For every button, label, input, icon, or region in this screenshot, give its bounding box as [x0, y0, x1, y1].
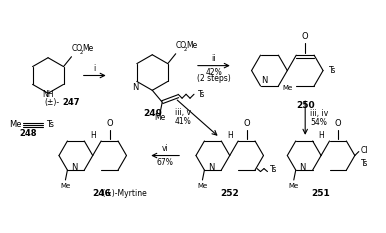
Text: 246: 246 — [93, 188, 112, 198]
Text: H: H — [90, 131, 96, 140]
Text: 249: 249 — [143, 109, 162, 117]
Text: Ts: Ts — [198, 90, 205, 99]
Text: Ts: Ts — [361, 159, 368, 168]
Text: H: H — [227, 131, 233, 140]
Text: Me: Me — [282, 85, 293, 91]
Text: Me: Me — [187, 41, 198, 50]
Text: 248: 248 — [19, 129, 37, 138]
Text: CO: CO — [176, 41, 187, 50]
Text: (±)-Myrtine: (±)-Myrtine — [100, 188, 146, 198]
Text: CO: CO — [71, 44, 83, 53]
Text: 54%: 54% — [310, 118, 327, 127]
Text: 251: 251 — [312, 188, 330, 198]
Text: H: H — [318, 131, 324, 140]
Text: (±)-: (±)- — [45, 98, 60, 107]
Text: Me: Me — [60, 183, 71, 189]
Text: 2: 2 — [184, 47, 187, 52]
Text: O: O — [106, 119, 113, 128]
Text: Ts: Ts — [329, 66, 336, 75]
Text: Me: Me — [197, 183, 208, 189]
Text: N: N — [299, 163, 305, 172]
Text: iii, iv: iii, iv — [310, 109, 328, 117]
Text: i: i — [93, 64, 96, 73]
Text: (2 steps): (2 steps) — [197, 74, 231, 83]
Text: O: O — [302, 32, 308, 41]
Text: 250: 250 — [296, 101, 315, 110]
Text: Me: Me — [82, 44, 94, 53]
Text: NH: NH — [42, 90, 54, 99]
Text: O: O — [335, 119, 341, 128]
Text: 41%: 41% — [174, 117, 191, 127]
Text: 67%: 67% — [157, 158, 174, 167]
Text: vi: vi — [162, 144, 169, 153]
Text: 252: 252 — [220, 188, 239, 198]
Text: Ts: Ts — [46, 120, 54, 129]
Text: iii, v: iii, v — [174, 108, 191, 116]
Text: O: O — [243, 119, 250, 128]
Text: Ts: Ts — [270, 164, 277, 174]
Text: N: N — [132, 83, 138, 92]
Text: Me: Me — [155, 113, 166, 123]
Text: Cl: Cl — [361, 146, 368, 155]
Text: N: N — [261, 76, 267, 85]
Text: 42%: 42% — [205, 68, 222, 77]
Text: Me: Me — [289, 183, 299, 189]
Text: N: N — [208, 163, 214, 172]
Text: ii: ii — [212, 54, 216, 63]
Text: 247: 247 — [62, 98, 80, 107]
Text: N: N — [71, 163, 77, 172]
Text: 2: 2 — [80, 50, 83, 55]
Text: Me: Me — [9, 120, 22, 129]
